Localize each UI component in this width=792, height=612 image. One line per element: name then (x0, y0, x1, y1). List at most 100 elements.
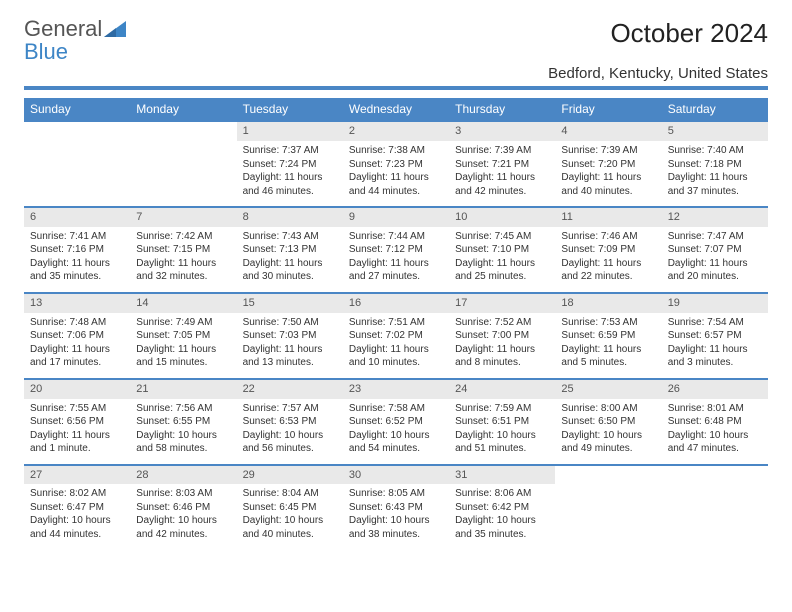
daynum-row: 12345 (24, 121, 768, 141)
sunrise-text: Sunrise: 7:52 AM (455, 316, 549, 330)
day-number-cell: 11 (555, 207, 661, 227)
day-number-cell: 8 (237, 207, 343, 227)
daylight-text: Daylight: 11 hours and 15 minutes. (136, 343, 230, 370)
sunrise-text: Sunrise: 7:50 AM (243, 316, 337, 330)
sunset-text: Sunset: 6:51 PM (455, 415, 549, 429)
day-number-cell: 13 (24, 293, 130, 313)
day-info-cell: Sunrise: 7:40 AMSunset: 7:18 PMDaylight:… (662, 141, 768, 207)
day-info-cell: Sunrise: 7:58 AMSunset: 6:52 PMDaylight:… (343, 399, 449, 465)
day-info-cell: Sunrise: 7:43 AMSunset: 7:13 PMDaylight:… (237, 227, 343, 293)
daylight-text: Daylight: 11 hours and 25 minutes. (455, 257, 549, 284)
daylight-text: Daylight: 11 hours and 37 minutes. (668, 171, 762, 198)
sunrise-text: Sunrise: 7:51 AM (349, 316, 443, 330)
sunrise-text: Sunrise: 8:04 AM (243, 487, 337, 501)
sunrise-text: Sunrise: 7:58 AM (349, 402, 443, 416)
day-info-cell (130, 141, 236, 207)
day-number-cell: 25 (555, 379, 661, 399)
daylight-text: Daylight: 10 hours and 51 minutes. (455, 429, 549, 456)
day-info-cell: Sunrise: 7:56 AMSunset: 6:55 PMDaylight:… (130, 399, 236, 465)
sunset-text: Sunset: 7:10 PM (455, 243, 549, 257)
sunrise-text: Sunrise: 7:47 AM (668, 230, 762, 244)
day-info-cell (662, 484, 768, 549)
sunset-text: Sunset: 7:23 PM (349, 158, 443, 172)
weekday-header: Thursday (449, 98, 555, 121)
day-number-cell: 19 (662, 293, 768, 313)
daylight-text: Daylight: 11 hours and 30 minutes. (243, 257, 337, 284)
sunrise-text: Sunrise: 7:48 AM (30, 316, 124, 330)
day-number-cell (662, 465, 768, 485)
sunset-text: Sunset: 6:47 PM (30, 501, 124, 515)
sunset-text: Sunset: 7:00 PM (455, 329, 549, 343)
day-info-cell: Sunrise: 7:45 AMSunset: 7:10 PMDaylight:… (449, 227, 555, 293)
sunrise-text: Sunrise: 7:55 AM (30, 402, 124, 416)
day-number-cell: 18 (555, 293, 661, 313)
daylight-text: Daylight: 11 hours and 32 minutes. (136, 257, 230, 284)
sunset-text: Sunset: 6:52 PM (349, 415, 443, 429)
day-info-cell: Sunrise: 7:57 AMSunset: 6:53 PMDaylight:… (237, 399, 343, 465)
day-number-cell: 5 (662, 121, 768, 141)
day-info-cell: Sunrise: 7:51 AMSunset: 7:02 PMDaylight:… (343, 313, 449, 379)
sunrise-text: Sunrise: 7:39 AM (455, 144, 549, 158)
sunset-text: Sunset: 7:18 PM (668, 158, 762, 172)
day-info-cell: Sunrise: 8:04 AMSunset: 6:45 PMDaylight:… (237, 484, 343, 549)
daylight-text: Daylight: 11 hours and 8 minutes. (455, 343, 549, 370)
day-info-cell: Sunrise: 7:39 AMSunset: 7:21 PMDaylight:… (449, 141, 555, 207)
day-number-cell: 9 (343, 207, 449, 227)
sunrise-text: Sunrise: 7:56 AM (136, 402, 230, 416)
day-number-cell: 26 (662, 379, 768, 399)
sunset-text: Sunset: 6:56 PM (30, 415, 124, 429)
sunrise-text: Sunrise: 7:54 AM (668, 316, 762, 330)
day-number-cell: 16 (343, 293, 449, 313)
day-info-cell: Sunrise: 8:00 AMSunset: 6:50 PMDaylight:… (555, 399, 661, 465)
sunrise-text: Sunrise: 8:06 AM (455, 487, 549, 501)
day-info-cell: Sunrise: 8:02 AMSunset: 6:47 PMDaylight:… (24, 484, 130, 549)
day-number-cell: 7 (130, 207, 236, 227)
day-number-cell: 24 (449, 379, 555, 399)
sunset-text: Sunset: 7:15 PM (136, 243, 230, 257)
daylight-text: Daylight: 10 hours and 42 minutes. (136, 514, 230, 541)
sunset-text: Sunset: 6:50 PM (561, 415, 655, 429)
daylight-text: Daylight: 11 hours and 40 minutes. (561, 171, 655, 198)
daylight-text: Daylight: 11 hours and 10 minutes. (349, 343, 443, 370)
sunset-text: Sunset: 7:02 PM (349, 329, 443, 343)
day-number-cell: 12 (662, 207, 768, 227)
sunrise-text: Sunrise: 7:41 AM (30, 230, 124, 244)
weekday-header: Tuesday (237, 98, 343, 121)
daylight-text: Daylight: 10 hours and 40 minutes. (243, 514, 337, 541)
day-info-cell: Sunrise: 7:47 AMSunset: 7:07 PMDaylight:… (662, 227, 768, 293)
day-number-cell: 17 (449, 293, 555, 313)
day-number-cell: 4 (555, 121, 661, 141)
day-info-cell: Sunrise: 7:50 AMSunset: 7:03 PMDaylight:… (237, 313, 343, 379)
sunset-text: Sunset: 7:07 PM (668, 243, 762, 257)
day-number-cell: 6 (24, 207, 130, 227)
day-info-cell (555, 484, 661, 549)
daylight-text: Daylight: 10 hours and 54 minutes. (349, 429, 443, 456)
sunset-text: Sunset: 6:43 PM (349, 501, 443, 515)
sunrise-text: Sunrise: 7:53 AM (561, 316, 655, 330)
weekday-header: Friday (555, 98, 661, 121)
sunset-text: Sunset: 7:03 PM (243, 329, 337, 343)
day-number-cell: 15 (237, 293, 343, 313)
daylight-text: Daylight: 11 hours and 17 minutes. (30, 343, 124, 370)
sunrise-text: Sunrise: 7:49 AM (136, 316, 230, 330)
sunset-text: Sunset: 7:06 PM (30, 329, 124, 343)
sunrise-text: Sunrise: 8:00 AM (561, 402, 655, 416)
day-info-cell: Sunrise: 8:03 AMSunset: 6:46 PMDaylight:… (130, 484, 236, 549)
daylight-text: Daylight: 11 hours and 3 minutes. (668, 343, 762, 370)
day-info-cell: Sunrise: 7:41 AMSunset: 7:16 PMDaylight:… (24, 227, 130, 293)
sunrise-text: Sunrise: 7:45 AM (455, 230, 549, 244)
day-info-cell (24, 141, 130, 207)
page-title: October 2024 (610, 18, 768, 49)
daylight-text: Daylight: 11 hours and 13 minutes. (243, 343, 337, 370)
day-number-cell: 27 (24, 465, 130, 485)
sunrise-text: Sunrise: 7:44 AM (349, 230, 443, 244)
sunset-text: Sunset: 6:57 PM (668, 329, 762, 343)
day-info-cell: Sunrise: 7:39 AMSunset: 7:20 PMDaylight:… (555, 141, 661, 207)
day-info-cell: Sunrise: 8:05 AMSunset: 6:43 PMDaylight:… (343, 484, 449, 549)
day-info-cell: Sunrise: 7:52 AMSunset: 7:00 PMDaylight:… (449, 313, 555, 379)
day-info-cell: Sunrise: 7:38 AMSunset: 7:23 PMDaylight:… (343, 141, 449, 207)
daylight-text: Daylight: 10 hours and 38 minutes. (349, 514, 443, 541)
sunset-text: Sunset: 6:55 PM (136, 415, 230, 429)
daylight-text: Daylight: 11 hours and 1 minute. (30, 429, 124, 456)
daylight-text: Daylight: 11 hours and 46 minutes. (243, 171, 337, 198)
